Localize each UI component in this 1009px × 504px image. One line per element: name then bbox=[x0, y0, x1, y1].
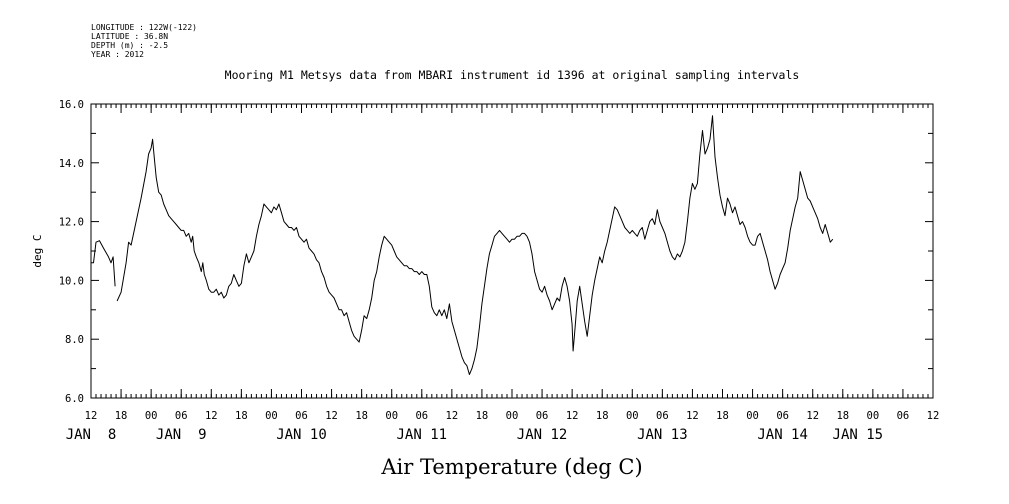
y-tick-label: 12.0 bbox=[59, 217, 84, 229]
x-tick-label: 00 bbox=[265, 410, 278, 422]
x-day-label: JAN 15 bbox=[833, 427, 884, 443]
metadata-line-depth: DEPTH (m) : -2.5 bbox=[91, 41, 168, 50]
metadata-line-year: YEAR : 2012 bbox=[91, 50, 144, 59]
x-tick-label: 12 bbox=[205, 410, 218, 422]
x-tick-label: 12 bbox=[927, 410, 940, 422]
y-axis-label: deg C bbox=[31, 234, 44, 267]
x-tick-label: 18 bbox=[355, 410, 368, 422]
x-day-label: JAN 13 bbox=[637, 427, 688, 443]
x-tick-label: 12 bbox=[446, 410, 459, 422]
x-day-label: JAN 11 bbox=[396, 427, 447, 443]
x-tick-label: 18 bbox=[596, 410, 609, 422]
metadata-line-longitude: LONGITUDE : 122W(-122) bbox=[91, 23, 197, 32]
x-tick-label: 00 bbox=[867, 410, 880, 422]
series-air-temperature bbox=[91, 115, 834, 375]
x-tick-label: 00 bbox=[626, 410, 639, 422]
minor-ticks bbox=[90, 104, 934, 398]
x-tick-label: 18 bbox=[716, 410, 729, 422]
x-tick-label: 06 bbox=[536, 410, 549, 422]
x-tick-label: 00 bbox=[385, 410, 398, 422]
x-axis: 12 18 00 06 12 18 00 06 12 18 00 06 12 18 00 06 12 18 00 06… bbox=[66, 104, 940, 443]
plot-frame bbox=[90, 103, 934, 399]
x-tick-label: 12 bbox=[566, 410, 579, 422]
y-tick-label: 14.0 bbox=[59, 158, 84, 170]
x-day-label: JAN 9 bbox=[156, 427, 207, 443]
x-tick-label: 06 bbox=[897, 410, 910, 422]
y-tick-label: 10.0 bbox=[59, 275, 84, 287]
x-tick-label: 00 bbox=[145, 410, 158, 422]
y-tick-label: 16.0 bbox=[59, 99, 84, 111]
chart-title: Mooring M1 Metsys data from MBARI instru… bbox=[225, 68, 800, 82]
x-tick-label: 18 bbox=[115, 410, 128, 422]
x-tick-label: 18 bbox=[476, 410, 489, 422]
x-axis-label: Air Temperature (deg C) bbox=[380, 455, 642, 479]
y-axis: 6.0 8.0 10.0 12.0 14.0 16.0 bbox=[59, 99, 933, 405]
y-tick-label: 6.0 bbox=[65, 393, 84, 405]
x-day-label: JAN 14 bbox=[757, 427, 808, 443]
x-day-label: JAN 8 bbox=[66, 427, 117, 443]
metadata-line-latitude: LATITUDE : 36.8N bbox=[91, 32, 168, 41]
x-tick-label: 12 bbox=[325, 410, 338, 422]
x-day-label: JAN 12 bbox=[517, 427, 568, 443]
series-line-segment bbox=[91, 240, 116, 287]
x-tick-label: 12 bbox=[85, 410, 98, 422]
x-day-label: JAN 10 bbox=[276, 427, 327, 443]
x-tick-label: 06 bbox=[175, 410, 188, 422]
y-tick-label: 8.0 bbox=[65, 334, 84, 346]
series-line-segment bbox=[116, 115, 834, 375]
x-tick-label: 18 bbox=[836, 410, 849, 422]
x-tick-label: 06 bbox=[295, 410, 308, 422]
x-tick-label: 06 bbox=[776, 410, 789, 422]
metadata-block: LONGITUDE : 122W(-122) LATITUDE : 36.8N … bbox=[91, 23, 197, 59]
x-tick-label: 00 bbox=[746, 410, 759, 422]
x-tick-label: 12 bbox=[806, 410, 819, 422]
x-tick-label: 12 bbox=[686, 410, 699, 422]
x-tick-label: 06 bbox=[415, 410, 428, 422]
x-tick-label: 18 bbox=[235, 410, 248, 422]
x-tick-label: 00 bbox=[506, 410, 519, 422]
x-tick-label: 06 bbox=[656, 410, 669, 422]
